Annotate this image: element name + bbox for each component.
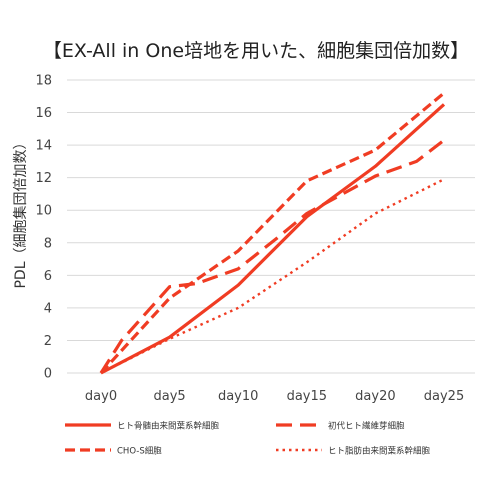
x-tick-label: day20 bbox=[355, 389, 395, 404]
y-tick-label: 8 bbox=[44, 236, 52, 251]
series-line-2 bbox=[99, 138, 445, 374]
series-line-1 bbox=[100, 103, 446, 375]
y-tick-label: 10 bbox=[35, 204, 52, 219]
y-tick-label: 0 bbox=[44, 367, 52, 382]
x-tick-label: day15 bbox=[287, 389, 327, 404]
x-tick-label: day0 bbox=[85, 389, 117, 404]
x-tick-label: day5 bbox=[154, 389, 186, 404]
chart-title: 【EX-All in One培地を用いた、細胞集団倍加数】 bbox=[43, 40, 469, 62]
x-tick-label: day25 bbox=[424, 389, 464, 404]
y-tick-label: 18 bbox=[35, 74, 52, 89]
y-tick-label: 14 bbox=[35, 139, 52, 154]
series-line-3 bbox=[99, 91, 446, 375]
series-lines bbox=[99, 91, 446, 375]
y-tick-label: 12 bbox=[35, 171, 52, 186]
legend-label-4: ヒト脂肪由来間葉系幹細胞 bbox=[328, 446, 431, 457]
y-tick-label: 6 bbox=[44, 269, 52, 284]
y-axis-ticks: 0 2 4 6 8 10 12 14 16 18 bbox=[35, 74, 52, 382]
y-axis-label: PDL（細胞集団倍加数） bbox=[12, 135, 29, 288]
y-tick-label: 2 bbox=[44, 334, 52, 349]
legend-label-1: ヒト骨髄由来間葉系幹細胞 bbox=[117, 421, 220, 432]
legend-label-3: CHO-S細胞 bbox=[117, 446, 162, 457]
y-tick-label: 4 bbox=[44, 301, 52, 316]
x-tick-label: day10 bbox=[218, 389, 258, 404]
x-axis-ticks: day0 day5 day10 day15 day20 day25 bbox=[85, 389, 464, 404]
y-tick-label: 16 bbox=[35, 106, 52, 121]
series-line-4 bbox=[100, 178, 445, 375]
legend: ヒト骨髄由来間葉系幹細胞 初代ヒト繊維芽細胞 CHO-S細胞 ヒト脂肪由来間葉系幹細胞 bbox=[65, 421, 431, 457]
legend-label-2: 初代ヒト繊維芽細胞 bbox=[328, 421, 405, 432]
gridlines bbox=[67, 79, 475, 374]
